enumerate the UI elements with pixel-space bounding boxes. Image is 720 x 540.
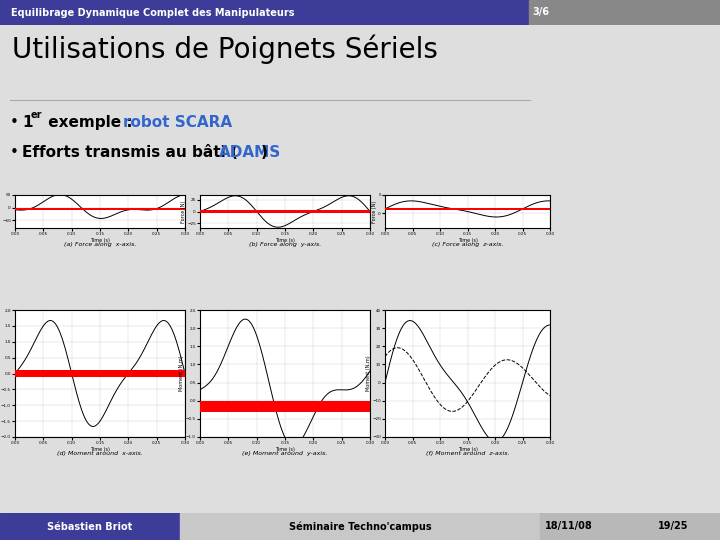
Text: (e) Moment around  y-axis.: (e) Moment around y-axis. <box>243 451 328 456</box>
Text: ADAMS: ADAMS <box>219 145 282 160</box>
Text: (d) Moment around  x-axis.: (d) Moment around x-axis. <box>57 451 143 456</box>
Bar <box>15 369 185 377</box>
Text: Efforts transmis au bâti (: Efforts transmis au bâti ( <box>22 145 238 160</box>
Bar <box>0 513 180 540</box>
X-axis label: Time (s): Time (s) <box>458 238 477 242</box>
Text: robot SCARA: robot SCARA <box>123 115 232 130</box>
Text: •: • <box>10 145 19 160</box>
Y-axis label: Force (N): Force (N) <box>181 200 186 222</box>
Bar <box>529 0 720 25</box>
Bar <box>540 513 720 540</box>
Text: (a) Force along  x-axis.: (a) Force along x-axis. <box>64 242 136 247</box>
Text: (b) Force along  y-axis.: (b) Force along y-axis. <box>249 242 321 247</box>
Text: Utilisations de Poignets Sériels: Utilisations de Poignets Sériels <box>12 35 438 64</box>
Bar <box>0 0 529 25</box>
Text: 1: 1 <box>22 115 32 130</box>
Text: Equilibrage Dynamique Complet des Manipulateurs: Equilibrage Dynamique Complet des Manipu… <box>11 8 294 17</box>
Text: 18/11/08: 18/11/08 <box>545 522 593 531</box>
Text: 19/25: 19/25 <box>658 522 688 531</box>
X-axis label: Time (s): Time (s) <box>275 238 295 242</box>
X-axis label: Time (s): Time (s) <box>90 447 110 451</box>
Text: •: • <box>10 115 19 130</box>
X-axis label: Time (s): Time (s) <box>458 447 477 451</box>
Bar <box>200 401 370 411</box>
Text: Sébastien Briot: Sébastien Briot <box>48 522 132 531</box>
Text: er: er <box>31 110 42 120</box>
Y-axis label: Moment (N.m): Moment (N.m) <box>179 356 184 392</box>
Text: (f) Moment around  z-axis.: (f) Moment around z-axis. <box>426 451 509 456</box>
Bar <box>15 208 185 210</box>
Text: Séminaire Techno'campus: Séminaire Techno'campus <box>289 521 431 532</box>
Y-axis label: Force (N): Force (N) <box>372 200 377 222</box>
Bar <box>180 513 540 540</box>
Y-axis label: Moment (N.m): Moment (N.m) <box>366 356 371 392</box>
Text: exemple :: exemple : <box>43 115 138 130</box>
X-axis label: Time (s): Time (s) <box>275 447 295 451</box>
X-axis label: Time (s): Time (s) <box>90 238 110 242</box>
Text: (c) Force along  z-axis.: (c) Force along z-axis. <box>432 242 503 247</box>
Text: 3/6: 3/6 <box>533 8 550 17</box>
Bar <box>385 208 550 210</box>
Bar <box>200 210 370 213</box>
Text: ): ) <box>261 145 268 160</box>
